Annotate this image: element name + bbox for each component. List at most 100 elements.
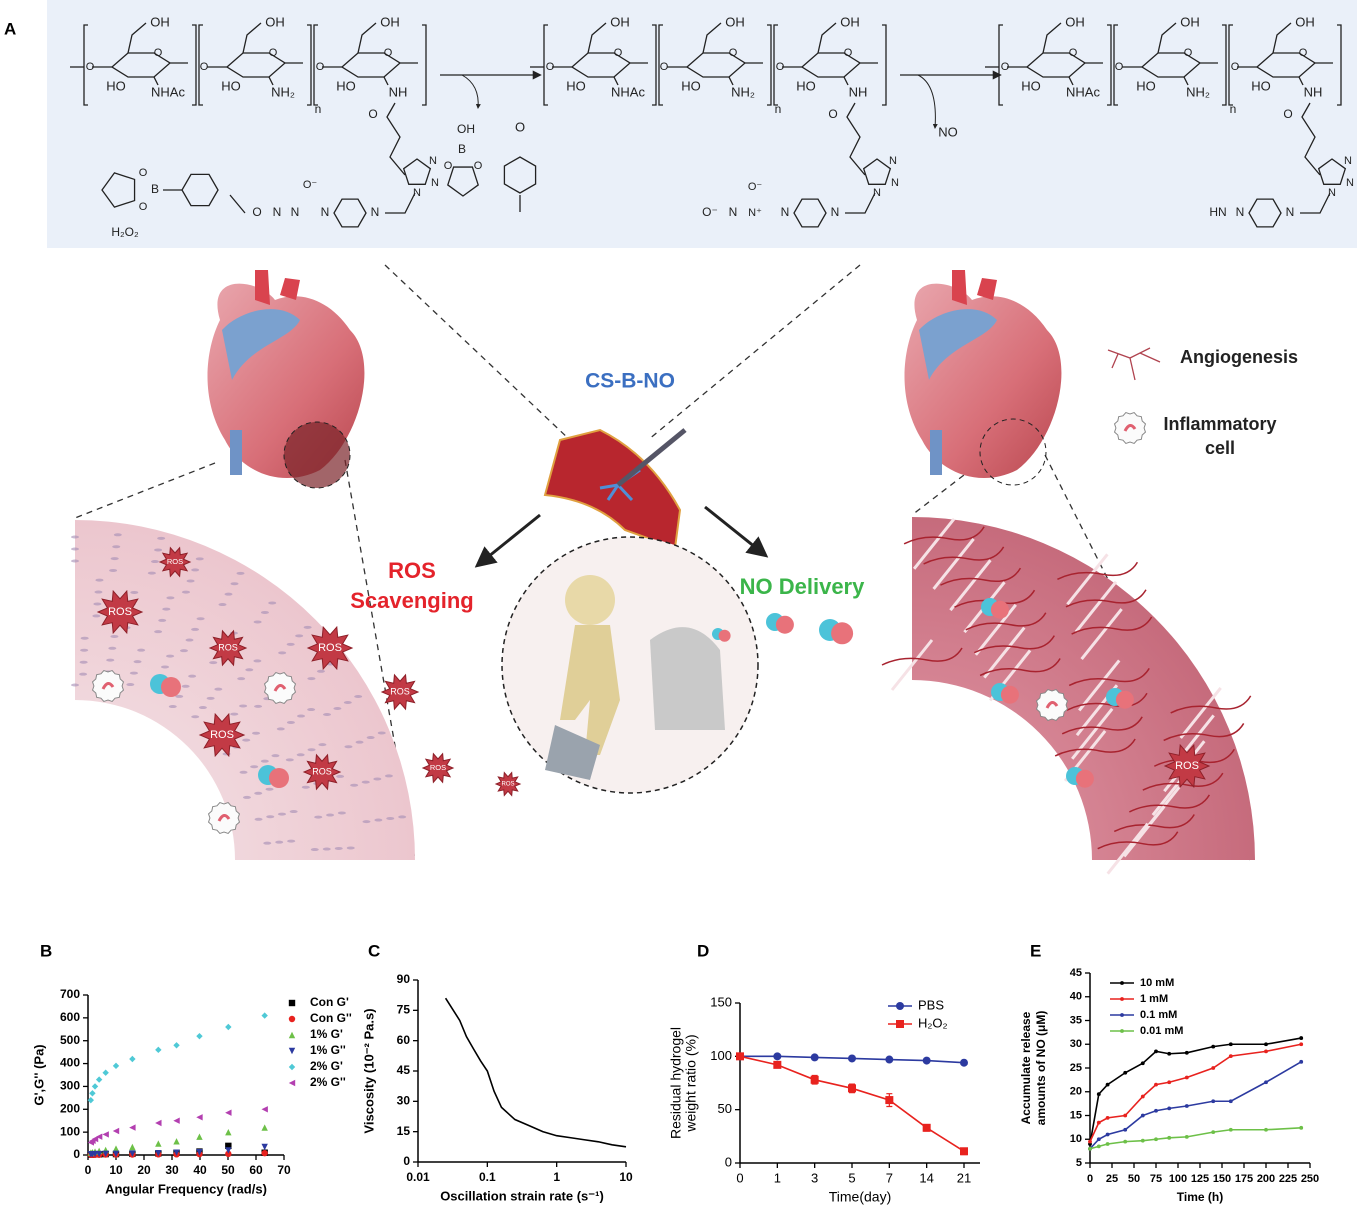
cell-nucleus <box>263 841 272 845</box>
cell-nucleus <box>336 774 345 778</box>
chem-label: HO <box>796 78 816 93</box>
vessel <box>1097 831 1179 850</box>
ros-label: Scavenging <box>350 588 473 613</box>
x-tick-label: 40 <box>193 1163 207 1177</box>
data-point <box>288 1047 296 1055</box>
vessel <box>1142 772 1224 791</box>
chem-label: N <box>1346 177 1354 189</box>
cell-nucleus <box>110 634 119 638</box>
data-point <box>155 1140 162 1147</box>
ros-star <box>96 589 144 635</box>
data-point <box>1120 1013 1124 1017</box>
cell-nucleus <box>71 535 79 539</box>
data-point <box>810 1075 819 1084</box>
y-axis-title: Residual hydrogel <box>668 1027 684 1139</box>
vessel <box>1057 561 1139 580</box>
data-point <box>1123 1139 1128 1144</box>
ros-text: ROS <box>167 557 183 566</box>
y-tick-label: 5 <box>1076 1157 1082 1169</box>
panel-label: B <box>40 941 52 960</box>
data-point <box>1154 1049 1158 1054</box>
legend-label: 2% G' <box>310 1059 343 1073</box>
bond <box>882 24 887 106</box>
cell-nucleus <box>285 758 294 762</box>
heart-left <box>207 270 365 489</box>
data-point <box>1088 1139 1092 1144</box>
data-point <box>129 1143 136 1151</box>
bond <box>587 22 607 54</box>
fiber-streak <box>932 537 975 590</box>
chem-label: O <box>444 160 453 172</box>
chem-label: O <box>1231 61 1240 73</box>
bond <box>1183 76 1189 86</box>
fiber-streak <box>1123 805 1166 858</box>
cell-nucleus <box>250 765 259 769</box>
data-point <box>896 1002 904 1010</box>
cell-nucleus <box>198 706 207 710</box>
cell-nucleus <box>166 596 175 600</box>
chem-label: N <box>781 205 790 219</box>
data-point <box>1167 1106 1172 1111</box>
cell-nucleus <box>185 638 194 642</box>
cell-nucleus <box>154 630 163 634</box>
cell-nucleus <box>310 848 319 852</box>
chem-label: O <box>474 160 483 172</box>
cell-nucleus <box>188 674 197 678</box>
chem-label: N <box>291 205 300 219</box>
fiber-streak <box>1106 822 1149 875</box>
data-point <box>1140 1138 1145 1143</box>
series-line <box>1089 1037 1302 1145</box>
data-point <box>1184 1104 1189 1108</box>
chem-label: O <box>139 167 148 179</box>
cell-nucleus <box>254 704 263 708</box>
chem-label: N⁺ <box>748 207 762 219</box>
bond <box>422 24 427 106</box>
chem-label: NH <box>849 84 868 99</box>
ros-star <box>302 753 342 791</box>
x-tick-label: 0.1 <box>479 1170 496 1184</box>
scavenger-figure <box>545 575 725 780</box>
cell-nucleus <box>361 780 370 784</box>
cell-nucleus <box>179 649 188 653</box>
x-tick-label: 125 <box>1191 1173 1209 1185</box>
x-tick-label: 100 <box>1169 1173 1187 1185</box>
data-point <box>1228 1099 1233 1104</box>
chem-label: N <box>831 205 840 219</box>
y-tick-label: 600 <box>60 1010 80 1024</box>
bond <box>198 24 203 106</box>
ros-star <box>1163 743 1211 789</box>
cell-nucleus <box>276 727 285 731</box>
chem-label: OH <box>840 14 860 29</box>
cell-nucleus <box>271 754 280 758</box>
cell-nucleus <box>242 738 251 742</box>
cell-nucleus <box>195 557 204 561</box>
data-point <box>1088 1146 1092 1151</box>
cell-nucleus <box>186 579 195 583</box>
ros-star <box>208 629 248 667</box>
cell-nucleus <box>266 815 275 819</box>
cell-nucleus <box>130 590 139 594</box>
chem-label: B <box>151 182 159 196</box>
vessel <box>1061 716 1143 735</box>
data-point <box>1228 1127 1233 1132</box>
y-axis-title: Accumulate release <box>1019 1011 1033 1124</box>
legend-label: Con G'' <box>310 1011 352 1025</box>
x-tick-label: 50 <box>1128 1173 1140 1185</box>
x-axis-title: Oscillation strain rate (s⁻¹) <box>440 1188 604 1203</box>
cell-nucleus <box>253 620 262 624</box>
cell-nucleus <box>206 696 215 700</box>
cell-nucleus <box>147 571 156 575</box>
vessel <box>940 567 1022 586</box>
data-point <box>173 1042 180 1049</box>
data-point <box>1211 1099 1216 1104</box>
cell-nucleus <box>260 759 269 763</box>
tissue-repaired <box>912 517 1255 860</box>
chem-label: O <box>368 107 377 121</box>
data-point <box>261 1149 268 1157</box>
cell-nucleus <box>344 745 353 749</box>
chem-label: N <box>873 187 881 199</box>
fiber-streak <box>949 559 992 612</box>
bond <box>357 22 377 54</box>
data-point <box>225 1147 232 1154</box>
y-tick-label: 25 <box>1070 1062 1082 1074</box>
